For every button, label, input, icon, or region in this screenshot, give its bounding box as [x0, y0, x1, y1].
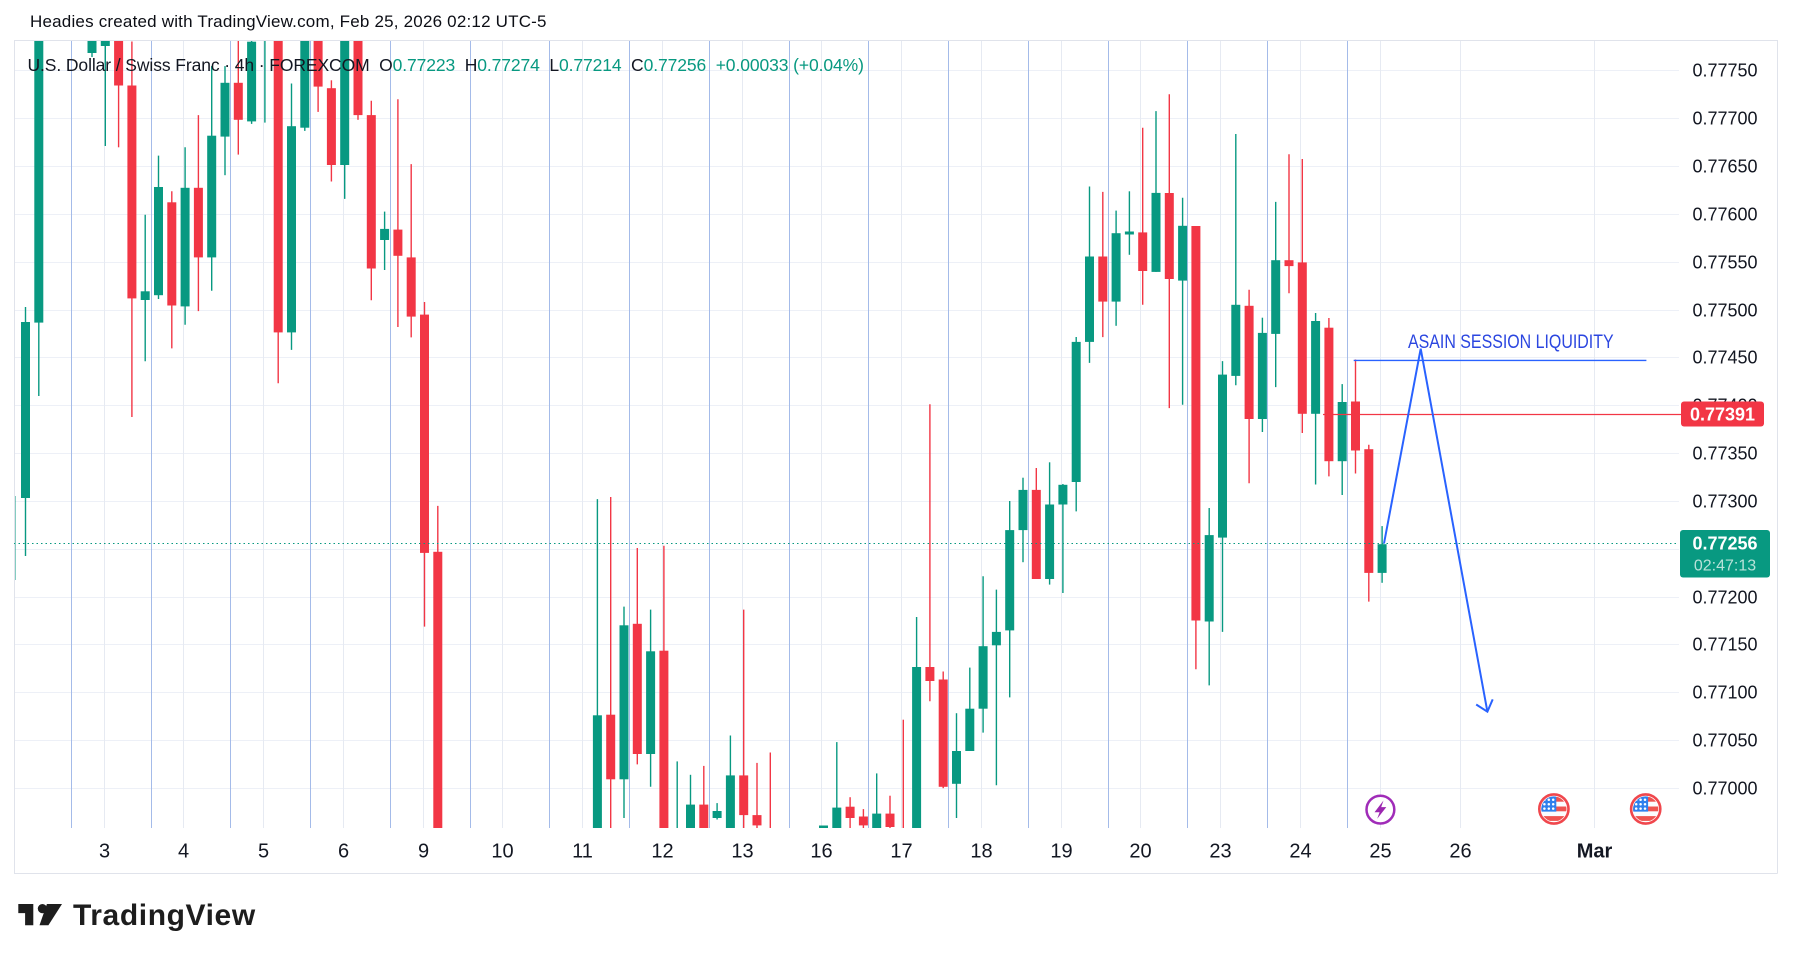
svg-text:25: 25 [1369, 841, 1391, 863]
svg-text:23: 23 [1209, 841, 1231, 863]
svg-text:0.77650: 0.77650 [1693, 157, 1758, 177]
svg-text:0.77550: 0.77550 [1693, 253, 1758, 273]
svg-text:6: 6 [338, 841, 349, 863]
svg-text:TradingView: TradingView [73, 899, 256, 932]
svg-text:0.77350: 0.77350 [1693, 444, 1758, 464]
svg-text:0.77500: 0.77500 [1693, 301, 1758, 321]
svg-text:3: 3 [99, 841, 110, 863]
svg-text:16: 16 [810, 841, 832, 863]
svg-text:0.77150: 0.77150 [1693, 635, 1758, 655]
svg-text:ASAIN SESSION LIQUIDITY: ASAIN SESSION LIQUIDITY [1408, 331, 1614, 353]
svg-text:9: 9 [418, 841, 429, 863]
svg-text:0.77700: 0.77700 [1693, 109, 1758, 129]
svg-text:4: 4 [178, 841, 189, 863]
svg-text:12: 12 [651, 841, 673, 863]
svg-text:0.77050: 0.77050 [1693, 731, 1758, 751]
svg-text:20: 20 [1129, 841, 1151, 863]
svg-text:0.77200: 0.77200 [1693, 588, 1758, 608]
svg-text:0.77391: 0.77391 [1690, 405, 1755, 425]
svg-text:0.77600: 0.77600 [1693, 205, 1758, 225]
svg-text:18: 18 [970, 841, 992, 863]
svg-text:13: 13 [731, 841, 753, 863]
svg-text:0.77450: 0.77450 [1693, 348, 1758, 368]
svg-text:24: 24 [1289, 841, 1311, 863]
svg-text:26: 26 [1449, 841, 1471, 863]
svg-text:0.77256: 0.77256 [1692, 534, 1757, 554]
svg-text:17: 17 [890, 841, 912, 863]
svg-text:0.77000: 0.77000 [1693, 779, 1758, 799]
svg-text:5: 5 [258, 841, 269, 863]
svg-text:19: 19 [1050, 841, 1072, 863]
svg-text:Mar: Mar [1577, 841, 1613, 863]
svg-text:11: 11 [572, 841, 593, 863]
svg-text:0.77300: 0.77300 [1693, 492, 1758, 512]
svg-text:0.77750: 0.77750 [1693, 61, 1758, 81]
svg-text:10: 10 [491, 841, 513, 863]
svg-text:0.77100: 0.77100 [1693, 683, 1758, 703]
svg-text:02:47:13: 02:47:13 [1694, 558, 1756, 575]
